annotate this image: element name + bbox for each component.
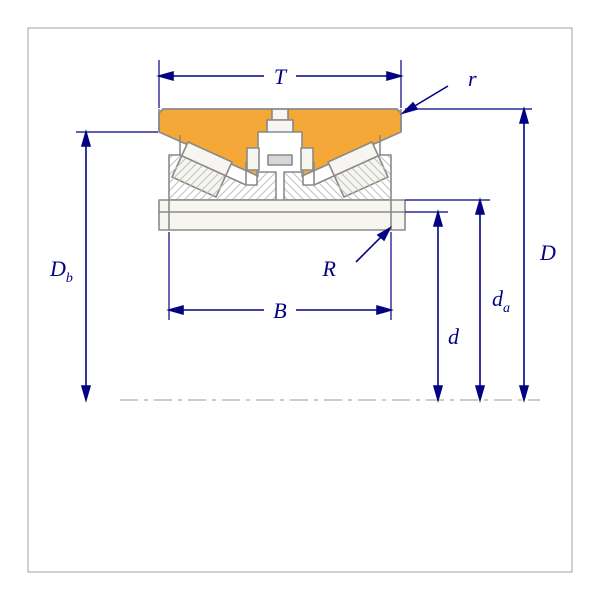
dim-Db: Db [49, 132, 158, 400]
dim-d: d [405, 212, 460, 400]
bearing-section [159, 109, 405, 230]
label-R: R [322, 256, 337, 281]
label-B: B [273, 298, 286, 323]
label-da-sub: a [503, 301, 510, 316]
dim-da: da [405, 200, 510, 400]
bore-block [159, 200, 405, 230]
dim-T: T [159, 60, 401, 108]
svg-text:Db: Db [49, 256, 73, 286]
dim-R: R [322, 228, 390, 281]
label-T: T [274, 64, 288, 89]
label-Db-sub: b [66, 271, 73, 286]
label-D: D [539, 240, 556, 265]
label-r: r [468, 66, 477, 91]
cup-center-notch [272, 109, 288, 120]
cage [247, 148, 313, 170]
dim-B: B [169, 232, 391, 323]
svg-text:da: da [492, 286, 510, 316]
bearing-diagram: T r D da [0, 0, 600, 600]
dim-r: r [403, 66, 477, 113]
label-Db: D [49, 256, 66, 281]
label-d: d [448, 324, 460, 349]
